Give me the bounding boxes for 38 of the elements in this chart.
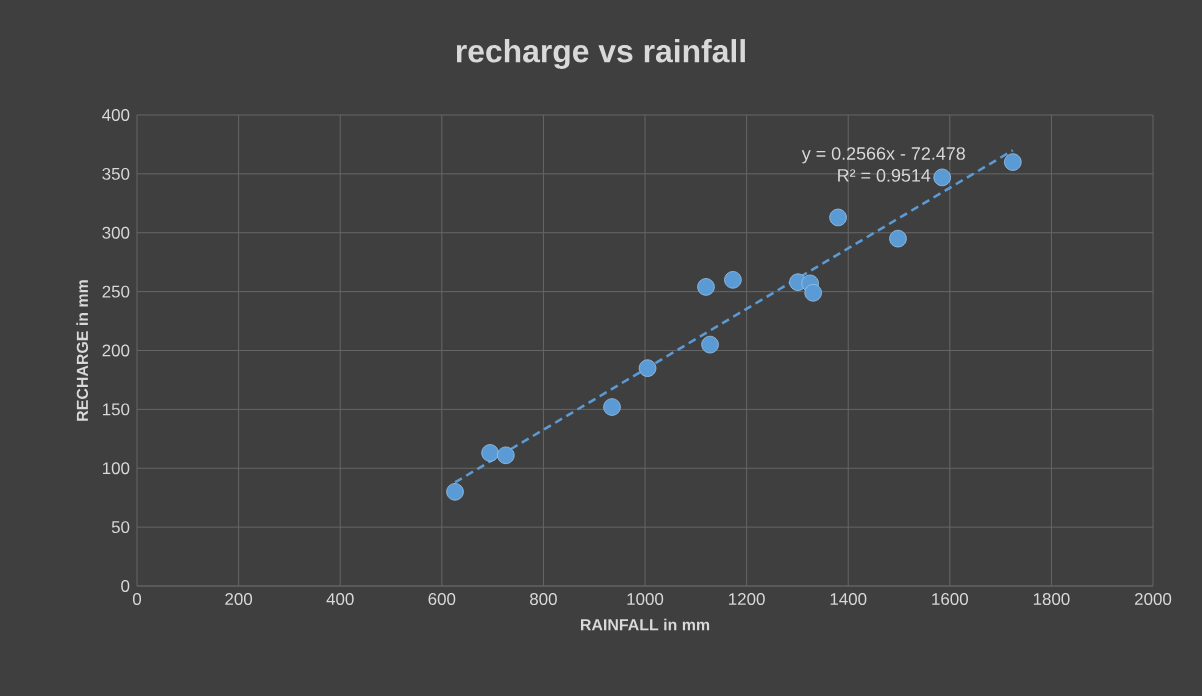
annotation: R² = 0.9514 bbox=[838, 169, 931, 182]
x-tick-label: 1000 bbox=[627, 593, 664, 606]
point bbox=[603, 398, 621, 416]
x-tick-label: 400 bbox=[326, 593, 354, 606]
y-tick-label: 150 bbox=[103, 403, 130, 416]
point bbox=[829, 208, 847, 227]
point bbox=[889, 229, 907, 248]
x-tick-label: 1800 bbox=[1033, 593, 1070, 606]
x-tick-label: 800 bbox=[530, 593, 557, 606]
x-tick-label: 1200 bbox=[729, 593, 765, 606]
y-tick-label: 400 bbox=[102, 109, 130, 121]
point bbox=[701, 335, 719, 354]
x-tick-label: 1400 bbox=[830, 593, 867, 606]
x-tick-label: 1600 bbox=[932, 593, 968, 606]
point bbox=[724, 271, 742, 289]
x-tick-label: 0 bbox=[132, 593, 142, 606]
x-tick-label: 600 bbox=[428, 593, 456, 606]
point bbox=[446, 483, 464, 501]
point bbox=[497, 446, 515, 465]
x-tick-label: 2000 bbox=[1135, 593, 1172, 606]
y-tick-label: 50 bbox=[111, 521, 130, 534]
point bbox=[481, 444, 499, 462]
chart-title: recharge vs rainfall bbox=[456, 39, 745, 69]
x-axis-title: RAINFALL in mm bbox=[580, 618, 710, 631]
point bbox=[1004, 153, 1022, 171]
point bbox=[697, 278, 715, 296]
y-tick-label: 200 bbox=[102, 344, 130, 357]
point bbox=[638, 359, 657, 377]
y-axis-title: RECHARGE in mm bbox=[76, 280, 89, 421]
y-tick-label: 300 bbox=[102, 226, 130, 239]
x-tick-label: 200 bbox=[225, 593, 253, 606]
y-tick-label: 350 bbox=[102, 167, 130, 180]
point bbox=[933, 168, 951, 187]
y-tick-label: 0 bbox=[121, 580, 130, 592]
point bbox=[804, 284, 822, 302]
annotation: y = 0.2566x - 72.478 bbox=[801, 147, 965, 164]
y-tick-label: 100 bbox=[103, 462, 130, 475]
y-tick-label: 250 bbox=[102, 285, 130, 298]
